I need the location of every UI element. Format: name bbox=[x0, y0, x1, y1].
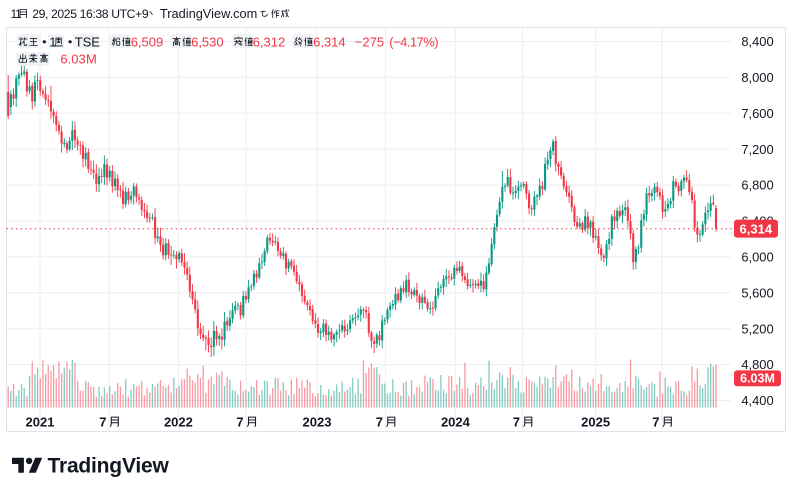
svg-text:7,200: 7,200 bbox=[741, 142, 773, 157]
svg-text:8,400: 8,400 bbox=[741, 34, 773, 49]
svg-text:6,314: 6,314 bbox=[740, 221, 773, 236]
svg-text:4,400: 4,400 bbox=[741, 393, 773, 408]
svg-text:2023: 2023 bbox=[303, 415, 332, 430]
svg-text:7: 7 bbox=[513, 415, 520, 430]
svg-text:6,530: 6,530 bbox=[191, 34, 224, 49]
svg-text:8,000: 8,000 bbox=[741, 70, 773, 85]
svg-text:TSE: TSE bbox=[75, 34, 101, 49]
svg-text:TradingView: TradingView bbox=[48, 455, 170, 478]
svg-text:5,200: 5,200 bbox=[741, 321, 773, 336]
svg-text:1: 1 bbox=[49, 34, 56, 49]
svg-text:7: 7 bbox=[376, 415, 383, 430]
svg-text:4,800: 4,800 bbox=[741, 357, 773, 372]
svg-text:2022: 2022 bbox=[164, 415, 193, 430]
svg-text:6,509: 6,509 bbox=[131, 34, 164, 49]
svg-text:7: 7 bbox=[652, 415, 659, 430]
svg-text:6,000: 6,000 bbox=[741, 250, 773, 265]
svg-text:7: 7 bbox=[236, 415, 243, 430]
svg-text:6.03M: 6.03M bbox=[740, 372, 775, 386]
svg-text:5,600: 5,600 bbox=[741, 285, 773, 300]
svg-text:6,314: 6,314 bbox=[313, 34, 346, 49]
svg-text:7,600: 7,600 bbox=[741, 106, 773, 121]
svg-text:2024: 2024 bbox=[441, 415, 471, 430]
svg-text:2021: 2021 bbox=[26, 415, 55, 430]
svg-text:M: M bbox=[86, 51, 97, 66]
svg-text:TradingView.com: TradingView.com bbox=[160, 6, 257, 21]
svg-text:6,800: 6,800 bbox=[741, 178, 773, 193]
svg-text:29, 2025 16:38 UTC+9: 29, 2025 16:38 UTC+9 bbox=[32, 7, 149, 21]
svg-text:7: 7 bbox=[99, 415, 106, 430]
svg-text:6,312: 6,312 bbox=[253, 34, 286, 49]
svg-text:2025: 2025 bbox=[581, 415, 610, 430]
svg-text:−275: −275 bbox=[355, 34, 384, 49]
svg-text:(−4.17%): (−4.17%) bbox=[389, 34, 438, 49]
svg-text:6.03: 6.03 bbox=[60, 51, 85, 66]
